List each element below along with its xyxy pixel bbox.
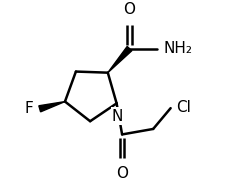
Text: F: F — [25, 101, 34, 116]
Text: N: N — [111, 109, 123, 124]
Text: NH₂: NH₂ — [163, 41, 192, 56]
Polygon shape — [39, 102, 65, 112]
Text: O: O — [116, 166, 128, 181]
Polygon shape — [107, 47, 131, 73]
Text: Cl: Cl — [175, 100, 190, 115]
Text: O: O — [123, 2, 135, 17]
